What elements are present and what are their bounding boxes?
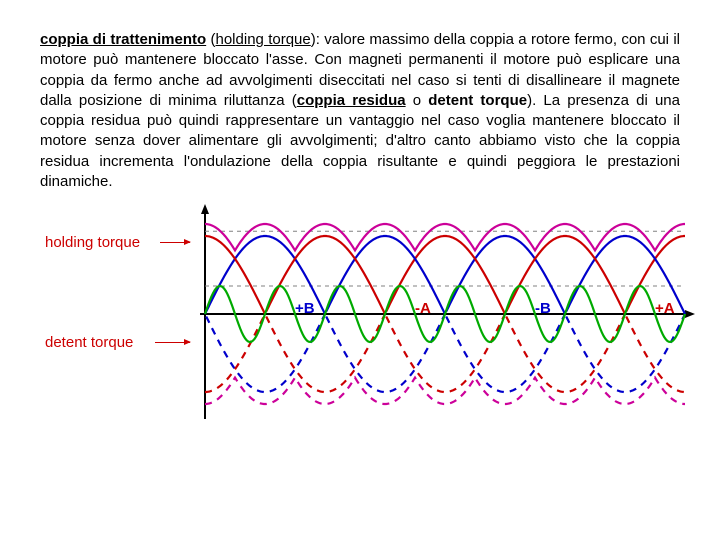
term-detent: detent torque <box>428 92 527 109</box>
main-paragraph: coppia di trattenimento (holding torque)… <box>40 30 680 192</box>
label-holding-torque: holding torque <box>45 234 140 251</box>
arrow-holding <box>160 242 190 243</box>
label-detent-torque: detent torque <box>45 334 133 351</box>
torque-chart: holding torque detent torque +B -A -B +A <box>40 204 680 434</box>
arrow-detent <box>155 342 190 343</box>
term-holding-it: coppia di trattenimento <box>40 31 206 48</box>
chart-svg <box>195 204 695 424</box>
term-holding-en: holding torque <box>216 31 311 48</box>
term-residua: coppia residua <box>297 92 406 109</box>
